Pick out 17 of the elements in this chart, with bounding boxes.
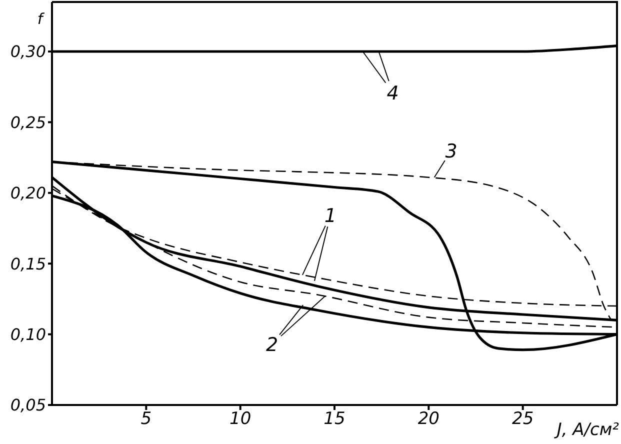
y-tick-label: 0,05 (10, 396, 46, 415)
x-axis-title: J, A/см² (554, 420, 620, 440)
annotation: 1 (324, 204, 337, 227)
annotation: 2 (266, 334, 278, 356)
y-tick-label: 0,10 (10, 324, 46, 344)
x-tick-label: 15 (324, 409, 346, 430)
y-tick-label: 0,25 (10, 112, 46, 132)
annotation: 3 (445, 140, 458, 162)
x-tick-label: 20 (418, 409, 440, 430)
x-tick-label: 10 (230, 409, 252, 430)
annotation: 4 (386, 82, 399, 104)
x-tick-label: 5 (140, 409, 152, 430)
y-tick-label: 0,20 (10, 184, 46, 203)
x-tick-label: 25 (512, 409, 534, 430)
y-axis-title: f (37, 10, 46, 28)
y-tick-label: 0,15 (10, 254, 46, 274)
y-tick-label: 0,30 (10, 42, 46, 62)
